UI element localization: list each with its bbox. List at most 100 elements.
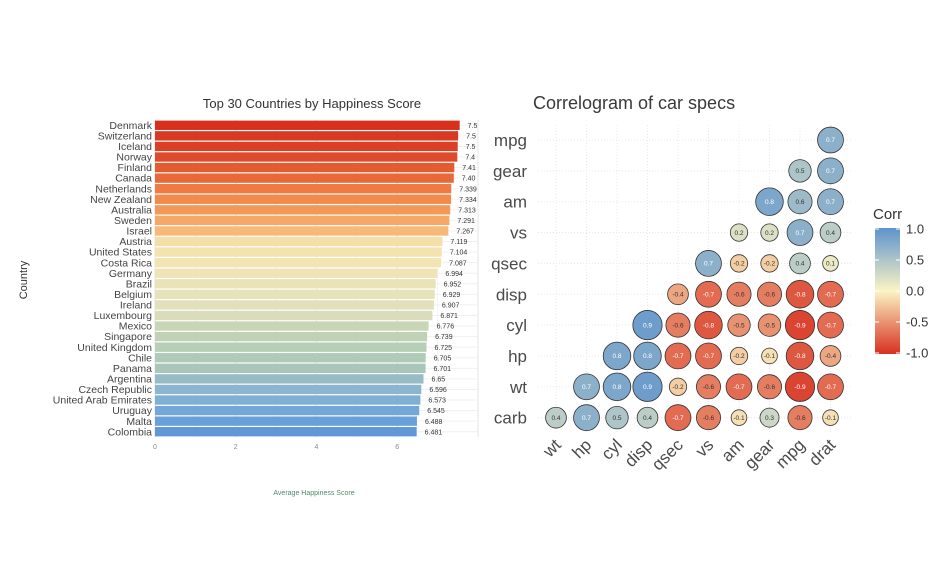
corr-cell-circle <box>602 372 632 402</box>
corr-cell-circle <box>819 221 842 244</box>
bar <box>155 226 449 236</box>
bar-data-label: 6.739 <box>435 334 453 341</box>
corr-cell-label: -0.4 <box>672 291 684 298</box>
corr-y-label: hp <box>508 347 527 366</box>
bar-data-label: 6.994 <box>445 271 463 278</box>
corr-x-label: drat <box>805 435 839 469</box>
corr-cell-label: -0.6 <box>764 291 776 298</box>
bar-category-label: Ireland <box>120 300 152 312</box>
corr-cell-circle <box>789 252 811 275</box>
corr-cell-label: -0.2 <box>733 261 745 268</box>
corr-cell-circle <box>694 310 723 340</box>
corr-cell-label: -0.1 <box>825 415 837 422</box>
legend-title: Corr <box>873 206 902 223</box>
bar <box>155 374 424 384</box>
bar-data-label: 7.4 <box>465 155 475 162</box>
corr-cell-label: -0.1 <box>764 353 776 360</box>
bar-category-label: Germany <box>109 268 153 280</box>
corr-cell-label: -0.7 <box>825 384 837 391</box>
bar-category-label: Colombia <box>108 426 153 438</box>
bar-category-label: Canada <box>115 173 152 185</box>
corr-cell-label: -0.7 <box>733 384 745 391</box>
corr-cell-label: -0.8 <box>794 291 806 298</box>
bar-data-label: 6.481 <box>425 429 443 436</box>
corr-cell-circle <box>696 374 722 400</box>
legend-tick-label: 0.5 <box>906 253 924 268</box>
correlogram-cells: 0.7 0.5 0.7 0.8 0.6 0.7 0.2 0.2 0.7 0.4 0.7 -0.2 -0.… <box>545 126 844 431</box>
corr-cell-label: 0.8 <box>643 353 652 360</box>
bar <box>155 310 433 321</box>
corr-cell-circle <box>664 404 692 431</box>
corr-y-label: am <box>503 193 527 212</box>
corr-cell-circle <box>755 187 784 216</box>
corr-cell-circle <box>632 371 663 402</box>
corr-cell-label: -0.2 <box>672 384 684 391</box>
bar-data-label: 6.701 <box>434 366 452 373</box>
bar <box>155 268 438 278</box>
bar <box>155 353 426 363</box>
corr-cell-circle <box>819 345 842 367</box>
bar <box>155 257 442 268</box>
corr-cell-circle <box>760 254 779 273</box>
corr-cell-circle <box>817 126 844 154</box>
bar-category-label: United States <box>89 247 152 259</box>
corr-y-label: vs <box>510 224 527 243</box>
corr-cell-circle <box>668 377 688 396</box>
corr-cell-circle <box>602 341 632 371</box>
corr-cell-circle <box>667 283 689 306</box>
corr-cell-label: -0.6 <box>703 384 715 391</box>
corr-cell-circle <box>695 250 722 277</box>
corr-cell-label: 0.4 <box>826 230 835 237</box>
bar-data-label: 7.087 <box>449 260 467 267</box>
corr-cell-circle <box>785 341 815 371</box>
legend-tick-label: -0.5 <box>906 315 928 330</box>
bar <box>155 247 442 257</box>
bar-x-tick-label: 6 <box>395 444 399 451</box>
bar <box>155 300 434 310</box>
corr-y-label: gear <box>493 162 527 181</box>
bar <box>155 342 427 352</box>
bar-category-label: Israel <box>126 226 152 238</box>
corr-cell-label: -0.6 <box>764 384 776 391</box>
bar-data-label: 6.573 <box>428 398 446 405</box>
bar <box>155 205 451 215</box>
bar-data-label: 6.488 <box>425 419 443 426</box>
corr-cell-circle <box>695 280 722 308</box>
bar-data-label: 7.267 <box>456 229 474 236</box>
corr-cell-circle <box>822 255 839 272</box>
bar-data-label: 6.929 <box>443 292 461 299</box>
corr-cell-label: 0.4 <box>551 415 560 422</box>
corr-cell-label: 0.9 <box>643 384 652 391</box>
corr-cell-circle <box>664 342 692 370</box>
corr-cell-label: -0.7 <box>703 291 715 298</box>
corr-cell-circle <box>784 371 816 402</box>
corr-cell-circle <box>633 341 662 371</box>
corr-cell-label: -0.7 <box>672 353 684 360</box>
bar-data-label: 6.705 <box>434 355 452 362</box>
legend-tick-label: 1.0 <box>906 222 924 237</box>
bar-category-label: Norway <box>116 152 152 164</box>
bar-data-label: 7.41 <box>462 165 476 172</box>
bar-category-label: Switzerland <box>98 130 152 142</box>
bar-data-label: 7.5 <box>466 133 476 140</box>
corr-cell-label: -0.9 <box>794 322 806 329</box>
bar-data-label: 6.596 <box>429 387 447 394</box>
corr-cell-circle <box>729 346 749 366</box>
corr-y-label: qsec <box>491 254 527 273</box>
corr-y-label: wt <box>509 378 527 397</box>
bar-data-label: 7.119 <box>450 239 467 246</box>
bar-data-label: 7.5 <box>468 123 478 130</box>
bar-category-label: Australia <box>111 204 152 216</box>
bar-chart-data-labels: 7.5 7.5 7.5 7.4 7.41 7.40 7.339 7.334 7.313 7.291… <box>425 123 478 436</box>
bar-category-label: United Kingdom <box>77 342 152 354</box>
corr-cell-circle <box>696 405 722 431</box>
corr-cell-label: 0.7 <box>826 168 835 175</box>
bar <box>155 384 422 395</box>
bar-category-label: Malta <box>126 416 152 428</box>
corr-cell-label: 0.5 <box>795 168 804 175</box>
corr-cell-circle <box>817 311 844 339</box>
bar-data-label: 7.339 <box>459 186 477 193</box>
bar-category-label: United Arab Emirates <box>53 395 152 407</box>
corr-cell-circle <box>817 188 844 216</box>
